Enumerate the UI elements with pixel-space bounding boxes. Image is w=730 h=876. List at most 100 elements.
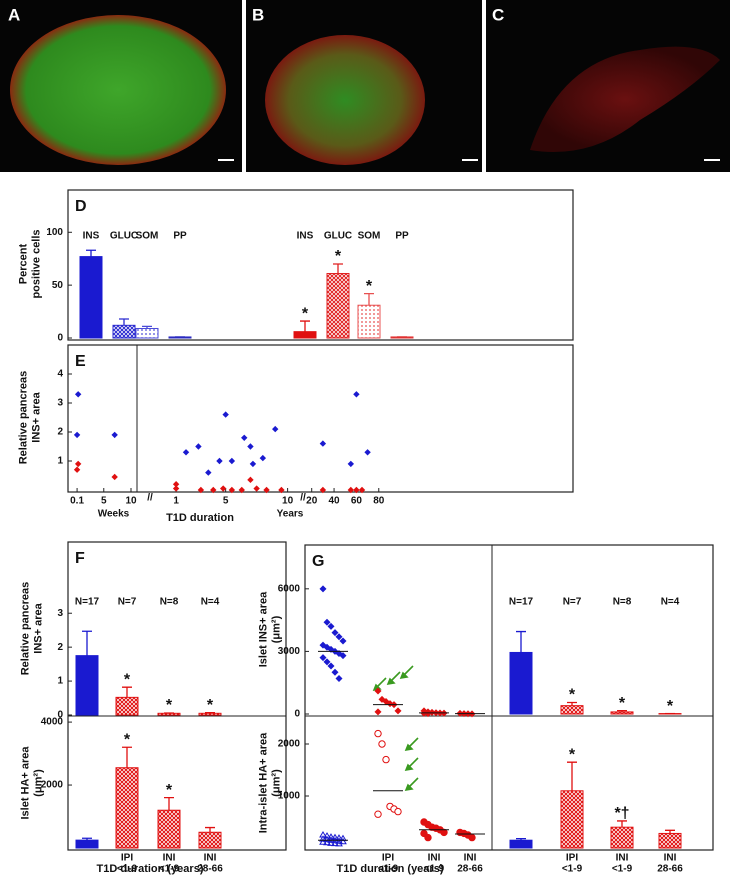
error-bar bbox=[122, 746, 132, 768]
bar bbox=[293, 331, 317, 339]
x-unit-label: Years bbox=[277, 509, 304, 520]
x-tick-label: <1-9 bbox=[562, 864, 583, 875]
point bbox=[172, 481, 180, 488]
y-axis-label: Islet INS+ area bbox=[257, 591, 269, 667]
y-tick-label: 3 bbox=[57, 608, 63, 619]
y-tick-label: 100 bbox=[46, 227, 63, 238]
y-tick-label: 0 bbox=[57, 333, 63, 344]
n-label: N=7 bbox=[118, 597, 137, 608]
point bbox=[335, 839, 343, 847]
x-tick-label: 1 bbox=[173, 496, 179, 507]
bar bbox=[198, 831, 222, 849]
point bbox=[238, 486, 245, 494]
point bbox=[331, 668, 339, 676]
x-tick-label: 5 bbox=[101, 496, 107, 507]
axis-break: // bbox=[147, 493, 153, 504]
panel-label: G bbox=[312, 553, 324, 570]
point bbox=[327, 833, 335, 840]
panel-frame bbox=[67, 541, 287, 851]
bar bbox=[75, 839, 99, 849]
point bbox=[323, 618, 331, 626]
significance-marker: * bbox=[619, 695, 626, 712]
point bbox=[327, 662, 335, 670]
y-axis-label: INS+ area bbox=[32, 602, 44, 653]
n-label: N=17 bbox=[75, 597, 100, 608]
significance-marker: *† bbox=[614, 805, 629, 822]
x-tick-label: 28-66 bbox=[457, 864, 483, 875]
x-tick-label: <1-9 bbox=[612, 864, 633, 875]
x-axis-title: T1D duration (years) bbox=[337, 863, 444, 875]
point bbox=[347, 486, 355, 494]
y-tick-label: 2000 bbox=[41, 780, 64, 791]
bar bbox=[610, 826, 634, 849]
point bbox=[335, 633, 343, 641]
point bbox=[73, 431, 81, 439]
point bbox=[327, 839, 335, 846]
point bbox=[278, 486, 285, 494]
point bbox=[197, 486, 205, 494]
bar bbox=[509, 651, 533, 715]
point bbox=[374, 708, 382, 716]
y-tick-label: 1 bbox=[57, 456, 63, 467]
point bbox=[378, 740, 386, 748]
point bbox=[353, 486, 360, 494]
x-tick-label: 80 bbox=[373, 496, 385, 507]
bar bbox=[560, 790, 584, 849]
point bbox=[327, 622, 335, 630]
y-axis-label: Islet HA+ area bbox=[19, 746, 31, 820]
point bbox=[331, 839, 339, 847]
x-tick-label: INI bbox=[204, 853, 217, 864]
x-axis-title: T1D duration bbox=[166, 512, 234, 524]
y-tick-label: 1000 bbox=[278, 791, 301, 802]
y-tick-label: 0 bbox=[57, 710, 63, 721]
x-tick-label: <1-9 bbox=[424, 864, 445, 875]
bar bbox=[112, 324, 136, 339]
n-label: N=4 bbox=[661, 597, 680, 608]
point bbox=[272, 425, 279, 433]
point bbox=[111, 431, 118, 439]
point bbox=[339, 637, 347, 645]
category-label: SOM bbox=[358, 231, 381, 242]
x-tick-label: INI bbox=[428, 853, 441, 864]
point bbox=[111, 473, 118, 481]
y-tick-label: 50 bbox=[52, 280, 64, 291]
y-axis-label: (μm²) bbox=[32, 769, 44, 797]
y-tick-label: 0 bbox=[294, 709, 300, 720]
point bbox=[182, 449, 190, 456]
significance-marker: * bbox=[335, 248, 342, 265]
point bbox=[420, 709, 428, 717]
y-axis-label: (μm²) bbox=[270, 615, 282, 643]
panel-label: A bbox=[8, 5, 20, 24]
point bbox=[331, 629, 339, 637]
y-axis-label: Relative pancreas bbox=[17, 371, 29, 465]
axis-break: // bbox=[300, 493, 306, 504]
significance-marker: * bbox=[124, 731, 131, 748]
error-bar bbox=[164, 796, 174, 811]
y-tick-label: 4000 bbox=[41, 717, 64, 728]
error-bar bbox=[82, 837, 92, 841]
bar bbox=[610, 711, 634, 715]
panel-frame bbox=[67, 189, 574, 341]
y-axis-label: Percent bbox=[17, 243, 29, 284]
significance-marker: * bbox=[667, 698, 674, 715]
error-bar bbox=[142, 325, 152, 329]
point bbox=[335, 837, 343, 844]
error-bar bbox=[300, 320, 310, 332]
panel-frame bbox=[67, 344, 574, 493]
bar bbox=[115, 767, 139, 849]
x-tick-label: 40 bbox=[328, 496, 340, 507]
bar bbox=[509, 839, 533, 849]
significance-marker: * bbox=[569, 746, 576, 763]
point bbox=[335, 675, 343, 683]
islet bbox=[265, 35, 425, 165]
point bbox=[195, 443, 202, 450]
bar bbox=[75, 655, 99, 716]
point bbox=[253, 485, 260, 492]
bar bbox=[658, 832, 682, 849]
point bbox=[374, 810, 382, 818]
x-tick-label: 5 bbox=[223, 496, 229, 507]
point bbox=[319, 835, 327, 842]
point bbox=[323, 832, 331, 839]
bar bbox=[357, 304, 381, 339]
